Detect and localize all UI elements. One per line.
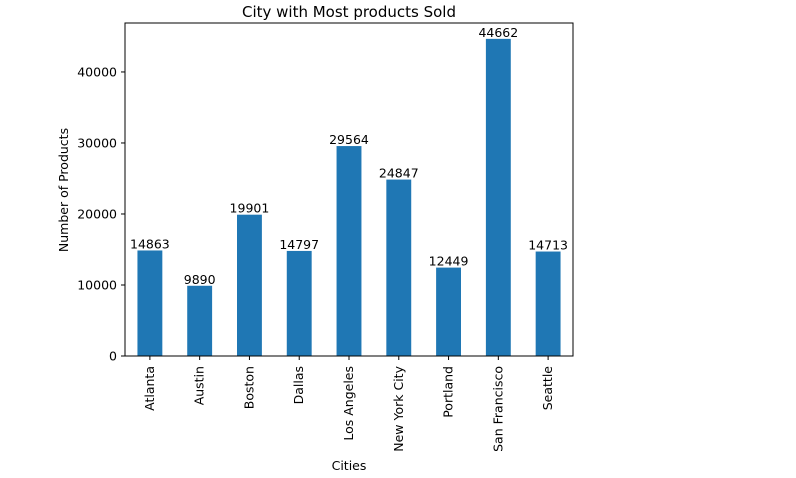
x-tick-label: New York City — [391, 365, 406, 451]
data-label: 14713 — [528, 238, 568, 253]
bar-dallas — [286, 250, 312, 356]
x-axis: Atlanta Austin Boston Dallas Los Angeles New … — [142, 356, 555, 452]
data-label: 24847 — [379, 166, 419, 181]
bar-boston — [237, 214, 262, 356]
data-label: 19901 — [230, 201, 270, 216]
x-axis-label: Cities — [332, 458, 367, 473]
bar-austin — [187, 285, 213, 356]
y-tick-label: 10000 — [77, 277, 117, 292]
x-tick-label: Austin — [192, 366, 207, 405]
x-tick-label: Atlanta — [142, 366, 157, 411]
x-tick-label: Boston — [241, 366, 256, 409]
bar-san-francisco — [485, 38, 511, 356]
bar-seattle — [535, 251, 561, 356]
x-tick-label: Dallas — [291, 366, 306, 404]
bars-group — [137, 38, 561, 356]
y-tick-label: 20000 — [77, 206, 117, 221]
data-label: 29564 — [329, 132, 369, 147]
data-label: 44662 — [478, 25, 518, 40]
bar-atlanta — [137, 250, 163, 356]
data-label: 9890 — [184, 272, 216, 287]
y-tick-label: 30000 — [77, 135, 117, 150]
data-labels-group: 14863 9890 19901 14797 29564 24847 12449 44662 1… — [130, 25, 568, 287]
x-tick-label: Seattle — [540, 366, 555, 411]
y-axis-label: Number of Products — [56, 128, 71, 252]
bar-los-angeles — [336, 146, 362, 356]
chart-title: City with Most products Sold — [242, 3, 456, 21]
data-label: 12449 — [429, 254, 469, 269]
y-axis: 0 10000 20000 30000 40000 — [77, 64, 125, 364]
plot-frame — [124, 22, 574, 357]
x-tick-label: Portland — [441, 366, 456, 418]
y-tick-label: 0 — [109, 349, 117, 364]
data-label: 14797 — [279, 237, 319, 252]
bar-portland — [436, 267, 461, 356]
y-tick-label: 40000 — [77, 64, 117, 79]
x-tick-label: San Francisco — [490, 366, 505, 452]
data-label: 14863 — [130, 236, 170, 251]
x-tick-label: Los Angeles — [341, 366, 356, 441]
bar-new-york-city — [386, 179, 412, 356]
